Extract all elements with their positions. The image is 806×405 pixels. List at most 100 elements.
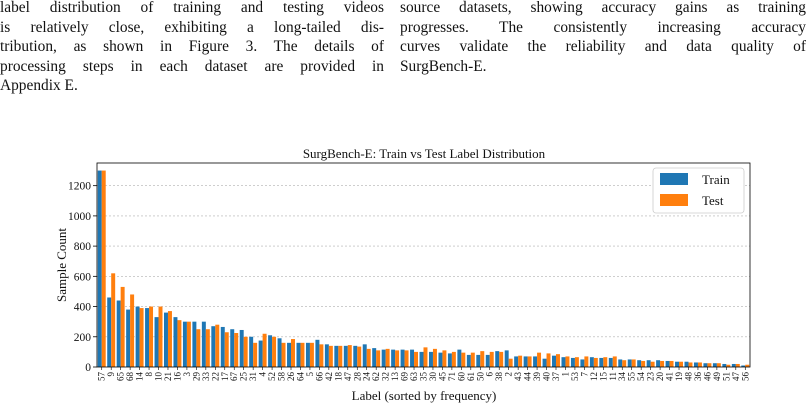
bar-test: [338, 345, 343, 367]
y-tick-label: 800: [74, 241, 92, 253]
right-column-text: source datasets, showing accuracy gains …: [400, 0, 806, 76]
y-tick-label: 1000: [68, 211, 91, 223]
bar-test: [442, 350, 447, 367]
bar-train: [343, 345, 348, 367]
x-tick-label: 7: [579, 372, 589, 377]
bar-train: [154, 317, 159, 367]
bar-train: [712, 363, 717, 367]
x-tick-label: 31: [248, 372, 258, 381]
bar-train: [703, 363, 708, 367]
bar-train: [693, 362, 698, 367]
x-tick-label: 58: [277, 372, 287, 382]
bar-test: [508, 358, 513, 367]
bar-test: [120, 286, 125, 367]
x-tick-label: 2: [504, 372, 514, 377]
bar-train: [164, 312, 168, 367]
bar-test: [224, 332, 229, 367]
bar-train: [542, 358, 547, 367]
bar-train: [533, 356, 538, 367]
bar-train: [599, 357, 604, 367]
bar-test: [461, 352, 466, 367]
x-tick-label: 23: [646, 372, 656, 382]
bar-test: [527, 356, 532, 367]
bar-test: [584, 356, 589, 367]
x-tick-label: 41: [665, 372, 675, 381]
x-tick-label: 56: [740, 372, 750, 382]
bar-train: [391, 349, 396, 367]
x-tick-label: 38: [494, 372, 504, 382]
x-tick-label: 30: [428, 372, 438, 382]
y-tick-label: 1200: [68, 181, 91, 193]
x-tick-label: 64: [295, 372, 305, 382]
bar-train: [116, 300, 121, 367]
bar-train: [324, 344, 329, 367]
bar-train: [447, 353, 452, 367]
bar-test: [726, 364, 731, 367]
bar-train: [201, 321, 206, 367]
bar-test: [300, 342, 305, 367]
bar-train: [428, 351, 433, 367]
bar-train: [334, 345, 339, 367]
bar-train: [287, 342, 292, 367]
chart-bars: [97, 170, 750, 367]
bar-test: [546, 353, 551, 367]
bar-test: [139, 308, 144, 367]
bar-train: [305, 342, 310, 367]
bar-train: [731, 363, 736, 367]
x-tick-label: 15: [598, 372, 608, 382]
right-line: source datasets, showing accuracy gains …: [400, 0, 806, 16]
bar-train: [268, 335, 273, 367]
bar-train: [561, 357, 566, 367]
bar-test: [101, 170, 106, 367]
bar-train: [675, 361, 680, 367]
y-axis: 0 200 400 600 800 1000 1200: [68, 181, 97, 374]
bar-train: [372, 348, 377, 367]
bar-test: [593, 357, 598, 367]
bar-train: [353, 345, 358, 367]
x-tick-label: 49: [712, 372, 722, 382]
x-tick-label: 63: [409, 372, 419, 382]
bar-test: [735, 363, 740, 367]
bar-train: [722, 363, 727, 367]
bar-train: [239, 329, 244, 367]
legend-swatch-train: [660, 173, 688, 185]
y-tick-label: 400: [74, 302, 92, 314]
bar-test: [234, 333, 239, 367]
bar-train: [192, 321, 197, 367]
bar-train: [438, 352, 443, 367]
bar-test: [480, 351, 485, 367]
bar-test: [404, 350, 409, 367]
bar-test: [555, 354, 560, 367]
legend-label-test: Test: [702, 193, 724, 208]
right-line: curves validate the reliability and data…: [400, 38, 806, 56]
bar-train: [627, 359, 632, 367]
left-line: tribution, as shown in Figure 3. The det…: [0, 38, 384, 56]
bar-train: [381, 349, 386, 367]
bar-test: [603, 357, 608, 367]
bar-train: [741, 365, 746, 367]
bar-train: [230, 329, 235, 367]
x-tick-label: 17: [220, 372, 230, 382]
bar-train: [457, 349, 462, 367]
bar-test: [679, 361, 683, 367]
left-line: processing steps in each dataset are pro…: [0, 57, 384, 75]
x-tick-label: 4: [258, 372, 268, 377]
x-tick-label: 67: [229, 372, 239, 382]
bar-test: [697, 362, 702, 367]
bar-train: [608, 357, 613, 367]
bar-test: [537, 352, 542, 367]
bar-test: [423, 347, 428, 367]
bar-test: [622, 360, 627, 367]
bar-test: [688, 362, 693, 367]
x-tick-label: 50: [475, 372, 485, 382]
x-tick-label: 47: [731, 372, 741, 382]
bar-test: [366, 348, 371, 367]
x-tick-label: 13: [390, 372, 400, 382]
bar-train: [249, 336, 254, 367]
bar-test: [215, 324, 220, 367]
x-tick-label: 9: [106, 372, 116, 377]
bar-test: [272, 336, 277, 367]
bar-train: [220, 326, 225, 367]
left-column-text: label distribution of training and testi…: [0, 0, 384, 96]
x-tick-label: 21: [163, 372, 173, 381]
